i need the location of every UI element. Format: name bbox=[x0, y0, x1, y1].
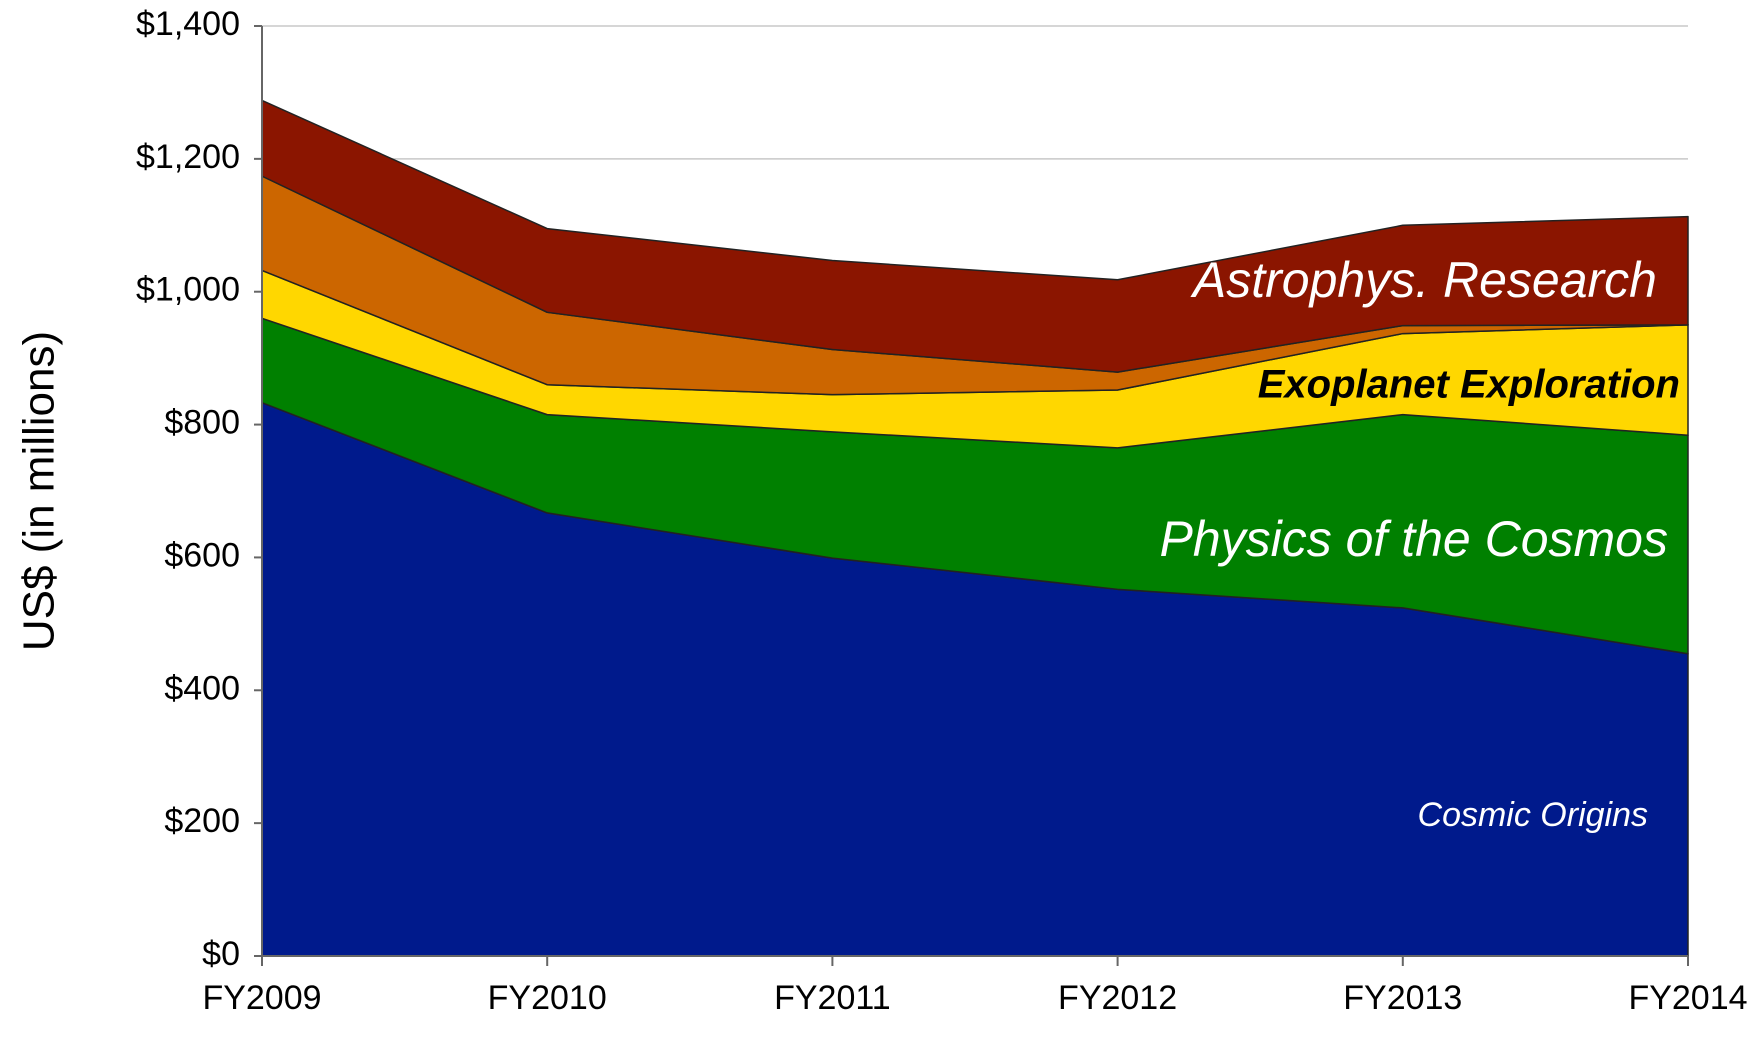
series-label: Exoplanet Exploration bbox=[1258, 363, 1680, 407]
x-tick-label: FY2012 bbox=[1058, 979, 1177, 1017]
y-tick-label: $600 bbox=[164, 536, 240, 574]
y-axis-label: US$ (in millions) bbox=[15, 331, 64, 651]
y-tick-label: $1,400 bbox=[136, 5, 240, 43]
y-tick-label: $200 bbox=[164, 802, 240, 840]
series-label: Cosmic Origins bbox=[1418, 796, 1648, 834]
y-tick-label: $1,200 bbox=[136, 138, 240, 176]
x-tick-label: FY2009 bbox=[202, 979, 321, 1017]
series-label: Physics of the Cosmos bbox=[1159, 511, 1668, 567]
series-label: Astrophys. Research bbox=[1190, 252, 1657, 308]
x-tick-label: FY2011 bbox=[774, 979, 891, 1017]
y-tick-label: $0 bbox=[202, 935, 240, 973]
x-tick-label: FY2010 bbox=[488, 979, 607, 1017]
y-tick-label: $800 bbox=[164, 404, 240, 442]
x-tick-label: FY2014 bbox=[1628, 979, 1747, 1017]
y-tick-label: $1,000 bbox=[136, 271, 240, 309]
y-tick-label: $400 bbox=[164, 669, 240, 707]
x-tick-label: FY2013 bbox=[1343, 979, 1462, 1017]
area bbox=[261, 99, 1689, 373]
